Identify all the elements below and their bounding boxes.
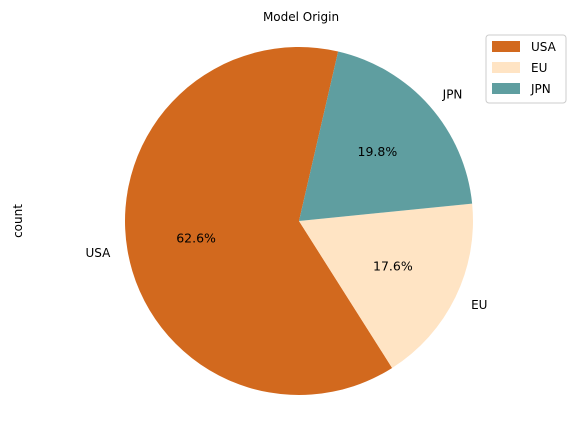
legend-swatch-jpn <box>492 83 520 94</box>
slice-percent-jpn: 19.8% <box>358 144 398 159</box>
legend: USA EU JPN <box>485 34 567 104</box>
pie-slice-eu <box>299 203 474 368</box>
legend-label-eu: EU <box>531 61 547 75</box>
legend-label-usa: USA <box>531 40 557 54</box>
slice-percent-usa: 62.6% <box>176 231 216 246</box>
legend-label-jpn: JPN <box>530 82 551 96</box>
legend-swatch-usa <box>492 41 520 52</box>
pie-slices <box>124 47 474 396</box>
pie-slice-usa <box>124 47 393 396</box>
slice-label-jpn: JPN <box>442 88 463 102</box>
legend-swatch-eu <box>492 62 520 73</box>
pie-labels: USA 62.6% EU 17.6% JPN 19.8% <box>85 88 487 312</box>
pie-slice-jpn <box>299 51 473 221</box>
slice-percent-eu: 17.6% <box>373 259 413 274</box>
y-axis-label: count <box>11 204 25 238</box>
slice-label-usa: USA <box>85 246 111 260</box>
slice-label-eu: EU <box>471 298 487 312</box>
chart-title: Model Origin <box>263 10 339 24</box>
